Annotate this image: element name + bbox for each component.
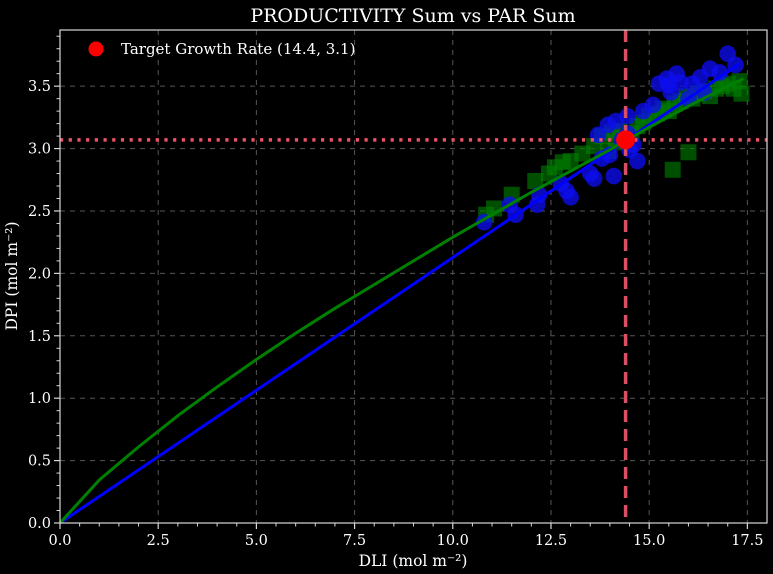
y-tick-label: 0.0 [28,516,51,532]
y-tick-label: 1.5 [28,329,51,345]
scatter-point-circle [711,64,729,81]
x-tick-label: 15.0 [633,533,665,549]
target-reference-lines [60,30,767,523]
x-tick-label: 17.5 [731,533,763,549]
scatter-point-square [733,85,750,102]
target-growth-rate-point [616,130,636,150]
scatter-point-circle [562,188,579,206]
axes-spines-and-ticks: 0.0 2.5 5.0 7.5 10.0 12.5 15.0 17.5 0.0 0.5 1.0 1.5… [28,29,768,549]
scatter-point-square [664,161,681,178]
productivity-fit-curve [58,77,745,525]
scatter-point-circle [619,107,636,125]
target-point [616,130,636,150]
x-axis-label: DLI (mol m⁻²) [359,552,468,570]
scatter-point-circle [644,96,662,114]
scatter-point-square [680,144,697,161]
x-tick-label: 0.0 [48,533,71,549]
legend: Target Growth Rate (14.4, 3.1) [88,40,355,58]
x-tick-label: 2.5 [147,533,170,549]
y-tick-label: 3.5 [28,79,51,95]
y-tick-label: 3.0 [28,142,51,158]
y-tick-label: 2.5 [28,204,51,220]
scatter-point-circle [585,170,603,187]
y-tick-label: 0.5 [28,454,51,470]
x-tick-label: 10.0 [437,533,469,549]
scatter-point-circle [629,152,646,170]
y-tick-label: 1.0 [28,391,51,407]
legend-label: Target Growth Rate (14.4, 3.1) [121,40,355,58]
legend-target-marker-icon [88,41,104,57]
x-tick-label: 5.0 [245,533,268,549]
scatter-point-square [527,173,544,190]
x-tick-label: 12.5 [535,533,567,549]
scatter-point-circle [605,167,623,185]
par-scatter-series [475,45,744,231]
y-tick-label: 2.0 [28,266,51,282]
chart-title: PRODUCTIVITY Sum vs PAR Sum [250,5,575,27]
y-axis-label: DPI (mol m⁻²) [3,221,21,330]
x-tick-label: 7.5 [343,533,366,549]
